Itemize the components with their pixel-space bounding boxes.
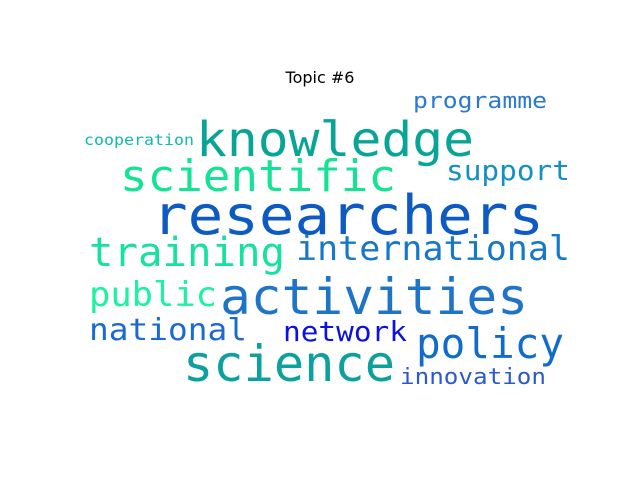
word-national: national <box>89 313 247 348</box>
word-researchers: researchers <box>152 184 544 247</box>
word-international: international <box>296 229 570 269</box>
word-scientific: scientific <box>120 151 396 202</box>
word-innovation: innovation <box>400 365 546 390</box>
word-policy: policy <box>416 319 564 368</box>
word-programme: programme <box>413 89 547 114</box>
word-support: support <box>446 154 570 187</box>
word-science: science <box>183 335 395 393</box>
word-training: training <box>89 230 285 276</box>
word-public: public <box>89 275 217 315</box>
word-activities: activities <box>220 268 528 326</box>
word-cooperation: cooperation <box>84 131 194 149</box>
chart-title: Topic #6 <box>285 68 355 87</box>
word-network: network <box>283 315 407 348</box>
word-knowledge: knowledge <box>196 112 474 168</box>
